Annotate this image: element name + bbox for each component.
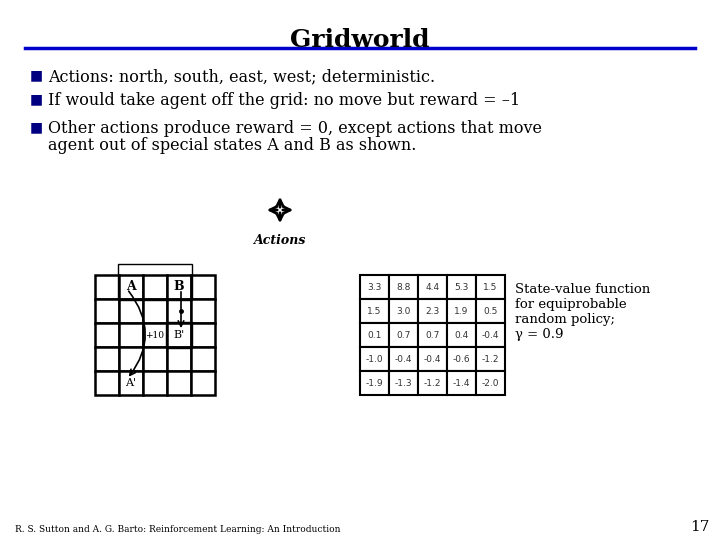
Bar — [360, 371, 389, 395]
Bar — [389, 347, 418, 371]
Text: -1.2: -1.2 — [482, 354, 499, 363]
Bar — [119, 347, 143, 371]
Text: -1.4: -1.4 — [453, 379, 470, 388]
Text: State-value function: State-value function — [515, 283, 650, 296]
Bar — [119, 275, 143, 299]
Text: 1.5: 1.5 — [483, 282, 498, 292]
Text: 0.7: 0.7 — [426, 330, 440, 340]
Text: 0.1: 0.1 — [367, 330, 382, 340]
Text: -0.4: -0.4 — [395, 354, 413, 363]
Text: -0.6: -0.6 — [453, 354, 470, 363]
Bar — [119, 323, 143, 347]
Bar — [418, 347, 447, 371]
Text: Actions: north, south, east, west; deterministic.: Actions: north, south, east, west; deter… — [48, 68, 435, 85]
Bar — [418, 299, 447, 323]
Text: +10: +10 — [145, 330, 164, 340]
Bar — [389, 371, 418, 395]
Bar — [143, 323, 167, 347]
Bar — [95, 323, 119, 347]
Bar — [166, 322, 192, 348]
Text: 8.8: 8.8 — [396, 282, 410, 292]
Text: ■: ■ — [30, 68, 43, 82]
Bar — [360, 347, 389, 371]
Bar — [389, 323, 418, 347]
Bar — [447, 275, 476, 299]
Text: 1.5: 1.5 — [367, 307, 382, 315]
Bar — [191, 299, 215, 323]
Text: B: B — [174, 280, 184, 294]
Bar — [476, 275, 505, 299]
Bar — [191, 347, 215, 371]
Text: ■: ■ — [30, 92, 43, 106]
Bar — [167, 275, 191, 299]
Bar — [95, 347, 119, 371]
Text: 0.7: 0.7 — [396, 330, 410, 340]
Bar — [476, 371, 505, 395]
Text: agent out of special states A and B as shown.: agent out of special states A and B as s… — [48, 137, 416, 154]
Bar — [389, 275, 418, 299]
Text: 4.4: 4.4 — [426, 282, 440, 292]
Text: 0.4: 0.4 — [454, 330, 469, 340]
Text: -0.4: -0.4 — [424, 354, 441, 363]
Text: random policy;: random policy; — [515, 313, 615, 326]
Bar — [167, 323, 191, 347]
Bar — [191, 275, 215, 299]
Bar — [143, 299, 167, 323]
Bar — [360, 275, 389, 299]
Bar — [476, 299, 505, 323]
Bar — [191, 323, 215, 347]
Bar — [167, 371, 191, 395]
Bar — [447, 371, 476, 395]
Bar — [119, 299, 143, 323]
Text: -0.4: -0.4 — [482, 330, 499, 340]
Bar — [167, 299, 191, 323]
Bar — [95, 299, 119, 323]
Bar — [119, 371, 143, 395]
Bar — [447, 299, 476, 323]
Text: -1.3: -1.3 — [395, 379, 413, 388]
Bar — [191, 371, 215, 395]
Text: -1.9: -1.9 — [366, 379, 383, 388]
Text: 17: 17 — [690, 520, 710, 534]
Bar — [143, 371, 167, 395]
Text: γ = 0.9: γ = 0.9 — [515, 328, 564, 341]
Text: -1.0: -1.0 — [366, 354, 383, 363]
Bar — [389, 299, 418, 323]
Bar — [476, 323, 505, 347]
Text: ■: ■ — [30, 120, 43, 134]
Text: B': B' — [174, 330, 184, 340]
Text: 5.3: 5.3 — [454, 282, 469, 292]
Bar — [95, 371, 119, 395]
Bar — [418, 323, 447, 347]
Text: Actions: Actions — [254, 234, 306, 247]
Text: A: A — [126, 280, 136, 294]
Text: 1.9: 1.9 — [454, 307, 469, 315]
Text: 3.3: 3.3 — [367, 282, 382, 292]
Bar — [143, 347, 167, 371]
Text: 0.5: 0.5 — [483, 307, 498, 315]
Bar — [447, 323, 476, 347]
Text: 3.0: 3.0 — [396, 307, 410, 315]
Bar — [418, 275, 447, 299]
Bar — [447, 347, 476, 371]
Text: Other actions produce reward = 0, except actions that move: Other actions produce reward = 0, except… — [48, 120, 542, 137]
Text: -2.0: -2.0 — [482, 379, 499, 388]
Text: for equiprobable: for equiprobable — [515, 298, 626, 311]
Text: Gridworld: Gridworld — [290, 28, 430, 52]
Text: A': A' — [125, 378, 137, 388]
Bar — [167, 347, 191, 371]
Text: If would take agent off the grid: no move but reward = –1: If would take agent off the grid: no mov… — [48, 92, 520, 109]
Text: 2.3: 2.3 — [426, 307, 440, 315]
Bar — [118, 264, 192, 300]
Bar — [418, 371, 447, 395]
Bar — [95, 275, 119, 299]
Text: R. S. Sutton and A. G. Barto: Reinforcement Learning: An Introduction: R. S. Sutton and A. G. Barto: Reinforcem… — [15, 525, 341, 534]
Bar — [143, 275, 167, 299]
Bar — [360, 299, 389, 323]
Text: -1.2: -1.2 — [424, 379, 441, 388]
Bar — [360, 323, 389, 347]
Bar — [476, 347, 505, 371]
